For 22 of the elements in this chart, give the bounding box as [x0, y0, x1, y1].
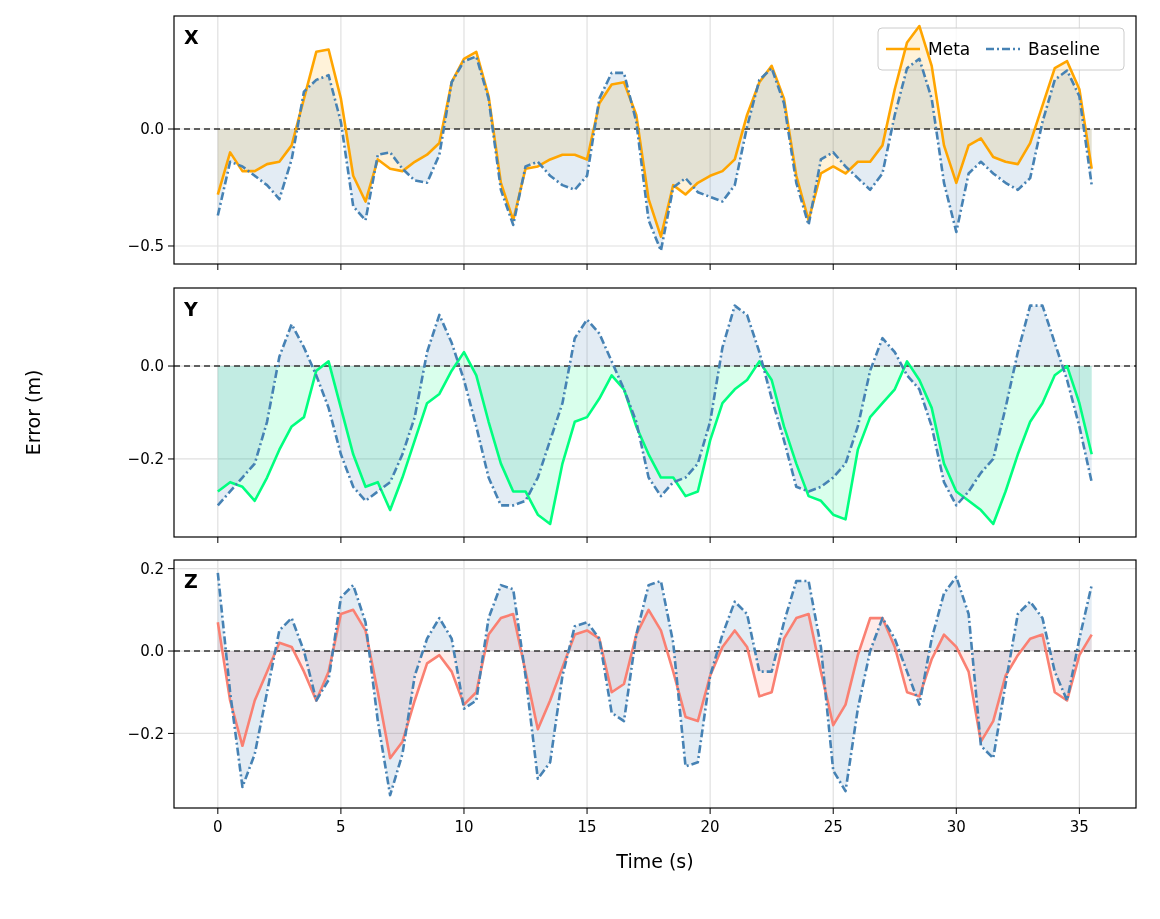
x-tick-label: 10 [454, 818, 474, 836]
x-tick-label: 0 [213, 818, 223, 836]
y-tick-label: 0.0 [140, 120, 164, 139]
x-tick-label: 5 [336, 818, 346, 836]
x-tick-label: 30 [946, 818, 966, 836]
y-tick-label: 0.2 [140, 559, 164, 578]
x-axis-title: Time (s) [615, 850, 694, 872]
text: X [184, 26, 199, 48]
text: Z [184, 570, 198, 592]
text: Y [183, 298, 198, 320]
x-tick-label: 15 [577, 818, 597, 836]
x-tick-label: 20 [700, 818, 720, 836]
x-tick-label: 35 [1069, 818, 1089, 836]
y-tick-label: 0.0 [140, 642, 164, 661]
legend-label: Meta [928, 38, 971, 59]
legend-label: Baseline [1028, 38, 1101, 59]
y-tick-label: −0.5 [127, 237, 164, 256]
y-tick-label: 0.0 [140, 357, 164, 376]
x-tick-label: 25 [823, 818, 843, 836]
y-tick-label: −0.2 [127, 450, 164, 469]
y-tick-label: −0.2 [127, 724, 164, 743]
y-axis-title: Error (m) [22, 369, 44, 456]
